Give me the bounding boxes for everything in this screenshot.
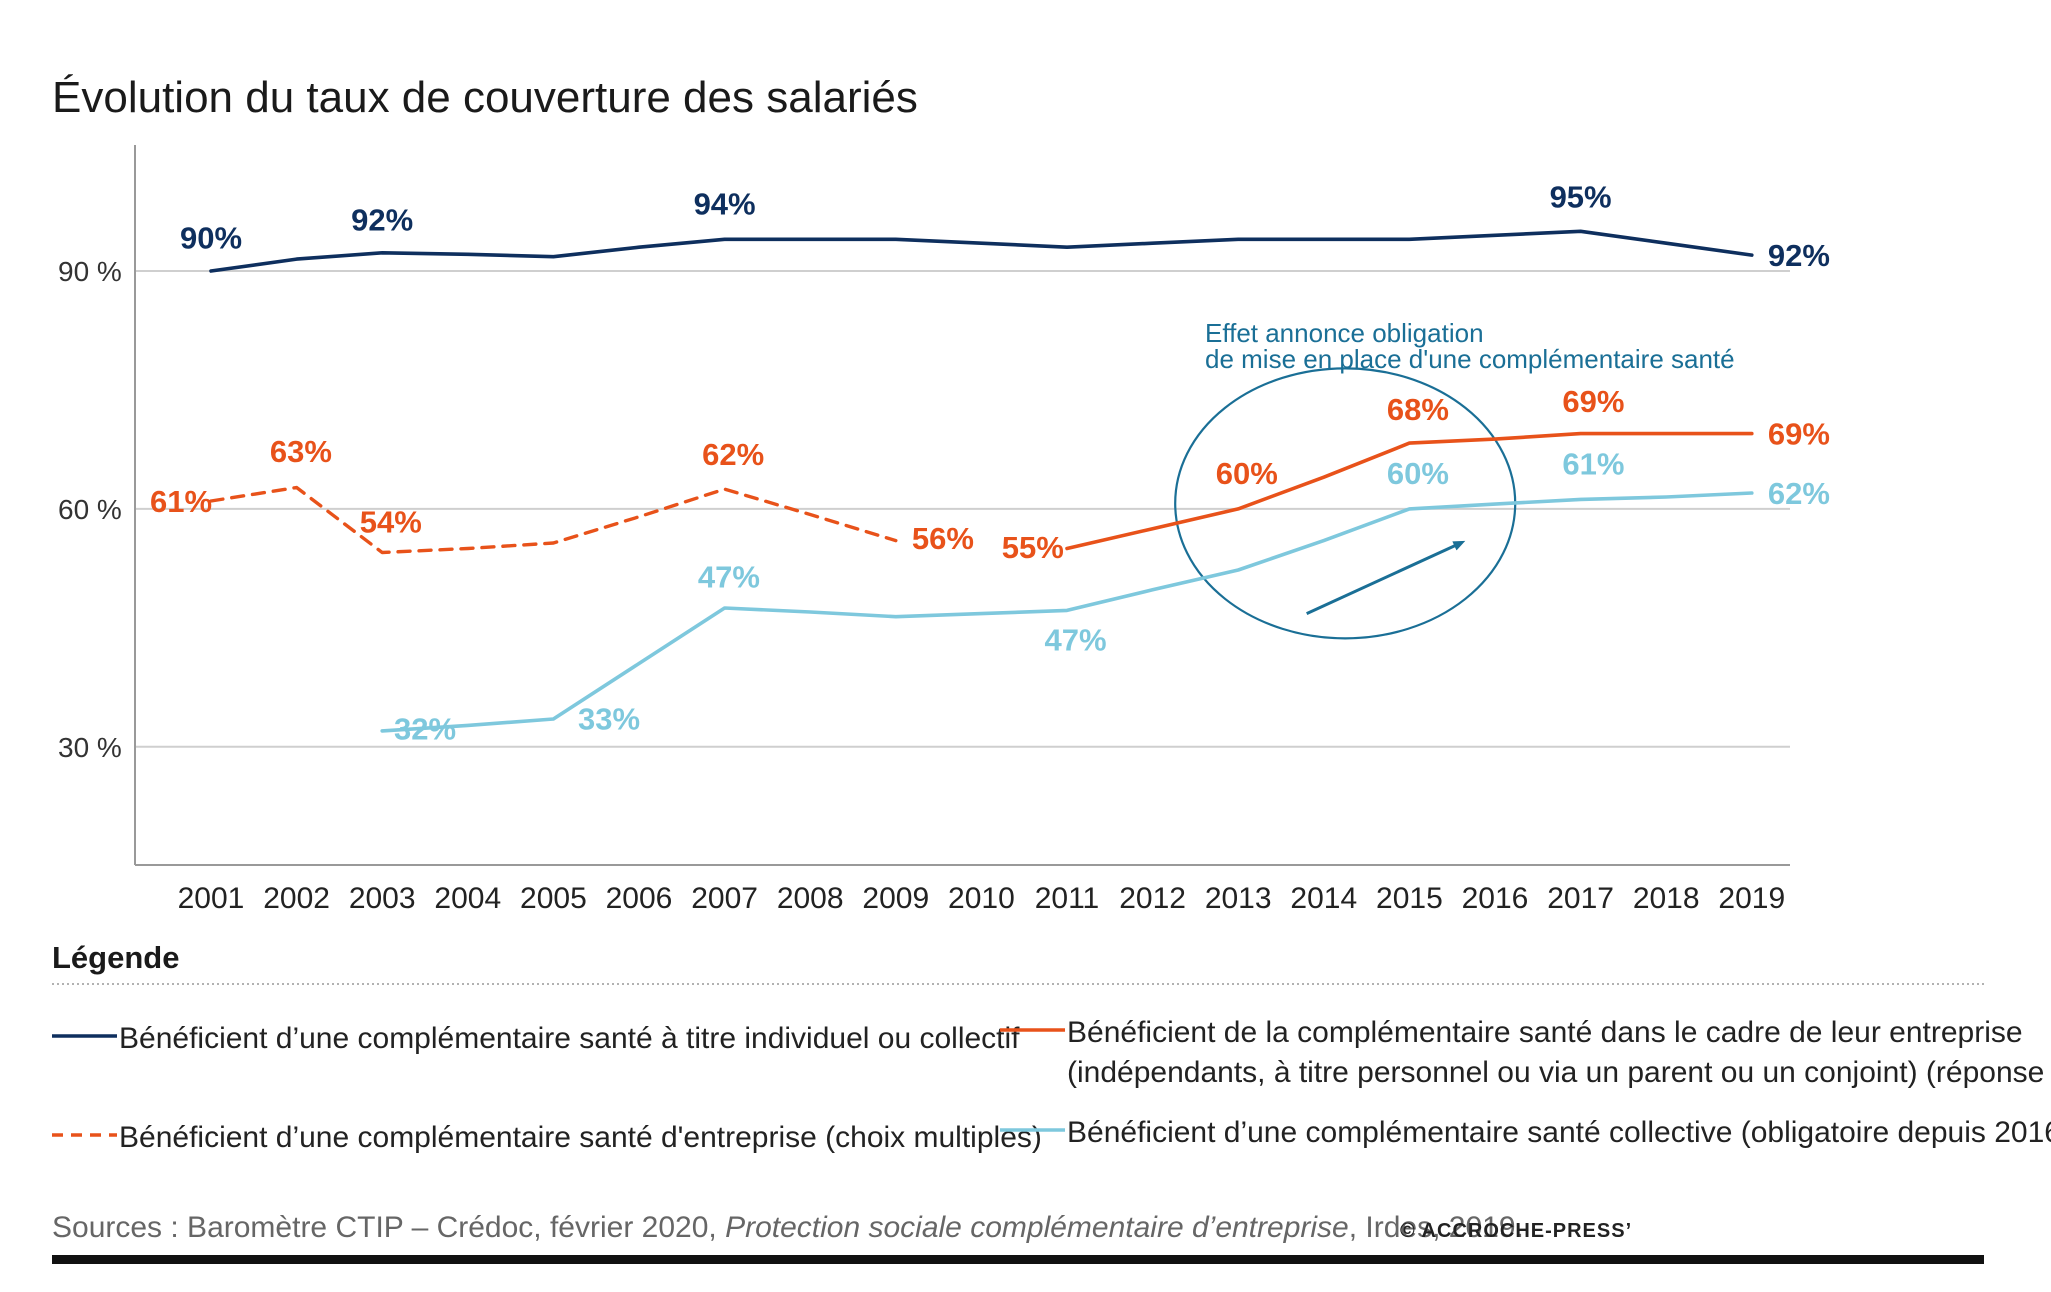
annotation-ellipse [1174,367,1517,640]
series-line-1 [209,229,1754,273]
source-prefix: Sources : Baromètre CTIP – Crédoc, févri… [52,1211,725,1244]
series-line-3 [1065,431,1754,551]
data-label: 94% [694,187,756,222]
x-tick-label: 2018 [1633,882,1700,915]
data-label: 92% [351,202,413,237]
x-tick-label: 2003 [349,882,416,915]
x-tick-label: 2008 [777,882,844,915]
x-tick-label: 2010 [948,882,1015,915]
x-tick-label: 2009 [862,882,929,915]
data-label: 47% [1045,623,1107,658]
legend: Bénéficient d’une complémentaire santé à… [52,1016,2051,1154]
data-label: 32% [394,712,456,747]
source-title: Protection sociale complémentaire d’entr… [725,1211,1349,1244]
legend-label-3: Bénéficient d’une complémentaire santé d… [119,1121,1042,1154]
data-label: 56% [912,521,974,556]
legend-label-4: Bénéficient d’une complémentaire santé c… [1067,1116,2051,1149]
x-tick-label: 2011 [1035,882,1100,915]
x-tick-label: 2019 [1718,882,1785,915]
annotation-text-line-1: Effet annonce obligation [1205,318,1484,348]
x-tick-label: 2016 [1462,882,1529,915]
data-label: 33% [578,701,640,736]
data-label: 47% [698,559,760,594]
series-lines [209,229,1754,733]
data-label: 60% [1387,456,1449,491]
series-line-4 [380,491,1754,733]
data-labels: 90% 92% 94% 95% 92% 61% 63% 54% 62% 56% 55% 60% 68% 6… [150,179,1830,746]
legend-label-2: (indépendants, à titre personnel ou via … [1067,1056,2051,1089]
x-tick-label: 2007 [691,882,758,915]
annotation: Effet annonce obligation de mise en plac… [1174,318,1735,640]
x-tick-label: 2005 [520,882,587,915]
data-label: 61% [150,484,212,519]
copyright: © ACCROCHE-PRESS’ [1400,1220,1632,1242]
data-label: 95% [1550,179,1612,214]
data-label: 62% [1768,476,1830,511]
data-label: 61% [1562,447,1624,482]
y-tick-label: 90 % [58,256,122,287]
legend-label-1: Bénéficient d’une complémentaire santé à… [119,1022,1020,1055]
series-line-2 [209,485,898,555]
x-tick-label: 2004 [434,882,501,915]
bottom-rule [52,1255,1984,1264]
chart-title: Évolution du taux de couverture des sala… [52,73,918,122]
data-label: 54% [360,505,422,540]
source-text: Sources : Baromètre CTIP – Crédoc, févri… [52,1211,1524,1244]
data-label: 55% [1002,530,1064,565]
x-tick-label: 2017 [1547,882,1614,915]
annotation-arrow-icon [1306,540,1466,615]
x-tick-label: 2013 [1205,882,1272,915]
data-label: 62% [702,437,764,472]
legend-title: Légende [52,940,179,975]
x-tick-label: 2001 [178,882,245,915]
source-suffix: , Irdes, 2019. [1349,1211,1524,1244]
y-tick-label: 60 % [58,494,122,525]
y-tick-label: 30 % [58,732,122,763]
data-label: 60% [1216,456,1278,491]
y-axis-ticks: 90 % 60 % 30 % [58,256,122,763]
data-label: 90% [180,221,242,256]
data-label: 92% [1768,238,1830,273]
legend-label-2: Bénéficient de la complémentaire santé d… [1067,1016,2023,1049]
x-tick-label: 2002 [263,882,330,915]
data-label: 68% [1387,392,1449,427]
x-tick-label: 2006 [606,882,673,915]
axes [134,145,1790,866]
data-label: 69% [1768,417,1830,452]
annotation-text-line-2: de mise en place d'une complémentaire sa… [1205,344,1735,374]
data-label: 63% [270,434,332,469]
data-label: 69% [1562,384,1624,419]
x-tick-label: 2012 [1119,882,1186,915]
x-tick-label: 2015 [1376,882,1443,915]
x-axis-ticks: 2001 2002 2003 2004 2005 2006 2007 2008 2009 2010… [178,882,1786,915]
x-tick-label: 2014 [1290,882,1357,915]
